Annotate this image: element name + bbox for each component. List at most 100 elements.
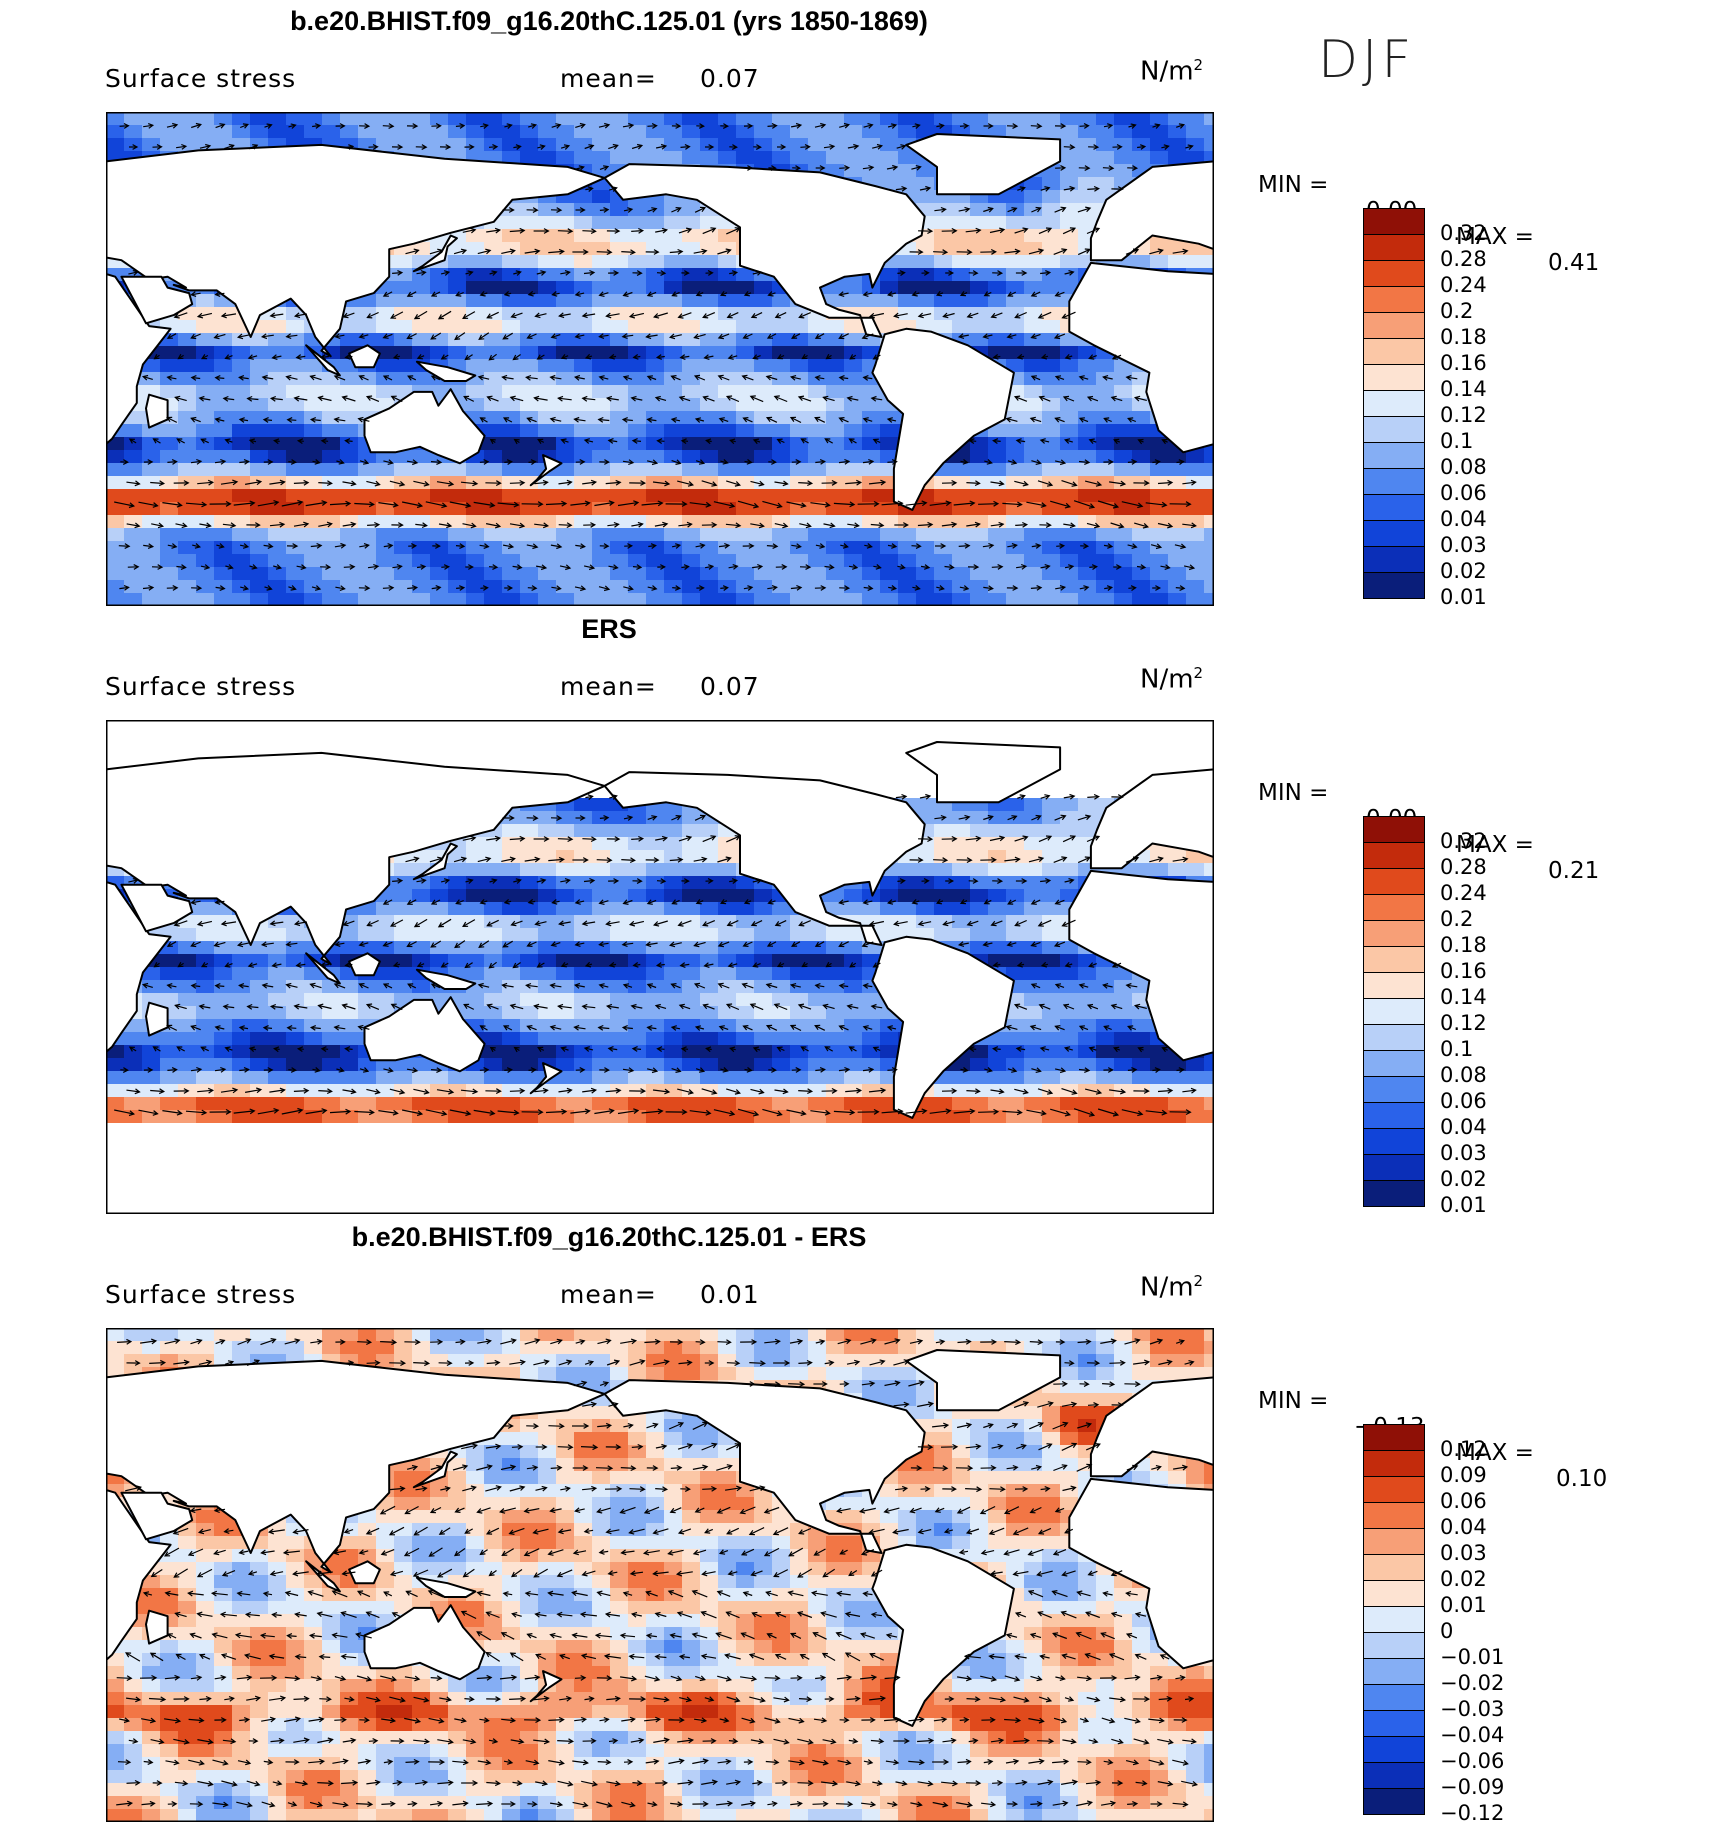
mean-label: mean= [560, 64, 657, 93]
panel-difference: b.e20.BHIST.f09_g16.20thC.125.01 - ERS S… [0, 1216, 1710, 1821]
colorbar-level-label: 0.32 [1440, 829, 1487, 853]
colorbar-level-label: −0.06 [1440, 1749, 1504, 1773]
colorbar-level-label: 0.01 [1440, 1193, 1487, 1217]
colorbar-swatch [1363, 1424, 1425, 1451]
colorbar-swatch [1363, 468, 1425, 495]
colorbar-level-label: 0.12 [1440, 403, 1487, 427]
colorbar-swatch [1363, 998, 1425, 1025]
mean-value: 0.07 [700, 64, 760, 93]
colorbar-swatch [1363, 1658, 1425, 1685]
colorbar-level-label: −0.02 [1440, 1671, 1504, 1695]
colorbar-swatch [1363, 338, 1425, 365]
colorbar-swatch [1363, 972, 1425, 999]
colorbar-swatch [1363, 842, 1425, 869]
mean-label: mean= [560, 672, 657, 701]
colorbar-swatch [1363, 1102, 1425, 1129]
map-plot [106, 720, 1214, 1214]
colorbar [1363, 816, 1425, 1206]
panel-title: b.e20.BHIST.f09_g16.20thC.125.01 - ERS [0, 1222, 1218, 1253]
min-label: MIN = [1258, 172, 1328, 198]
colorbar-level-label: −0.09 [1440, 1775, 1504, 1799]
colorbar-level-label: 0.18 [1440, 325, 1487, 349]
colorbar-swatch [1363, 1528, 1425, 1555]
colorbar-level-label: 0.04 [1440, 507, 1487, 531]
panel-observation: ERS Surface stress mean= 0.07 N/m2 MIN =… [0, 608, 1710, 1213]
panel-title: ERS [0, 614, 1218, 645]
colorbar-level-label: 0.24 [1440, 881, 1487, 905]
colorbar-swatch [1363, 1180, 1425, 1207]
min-label: MIN = [1258, 780, 1328, 806]
colorbar-swatch [1363, 416, 1425, 443]
colorbar-swatch [1363, 286, 1425, 313]
season-label: DJF [1318, 30, 1415, 90]
colorbar-swatch [1363, 234, 1425, 261]
colorbar-level-label: 0.03 [1440, 1141, 1487, 1165]
colorbar-swatch [1363, 920, 1425, 947]
colorbar-level-label: 0.01 [1440, 585, 1487, 609]
colorbar-level-label: 0.24 [1440, 273, 1487, 297]
mean-value: 0.01 [700, 1280, 760, 1309]
colorbar-level-label: 0.04 [1440, 1515, 1487, 1539]
colorbar-swatch [1363, 1684, 1425, 1711]
colorbar-level-label: 0.1 [1440, 429, 1473, 453]
colorbar-swatch [1363, 494, 1425, 521]
colorbar-level-label: 0.18 [1440, 933, 1487, 957]
mean-value: 0.07 [700, 672, 760, 701]
panel-model: b.e20.BHIST.f09_g16.20thC.125.01 (yrs 18… [0, 0, 1710, 605]
colorbar-level-label: 0.03 [1440, 533, 1487, 557]
colorbar-level-label: 0.02 [1440, 1167, 1487, 1191]
colorbar-swatch [1363, 520, 1425, 547]
max-value: 0.10 [1556, 1466, 1607, 1492]
colorbar-level-label: 0.12 [1440, 1011, 1487, 1035]
colorbar-swatch [1363, 1580, 1425, 1607]
colorbar-level-label: 0.2 [1440, 299, 1473, 323]
colorbar-swatch [1363, 894, 1425, 921]
colorbar-swatch [1363, 868, 1425, 895]
panel-title: b.e20.BHIST.f09_g16.20thC.125.01 (yrs 18… [0, 6, 1218, 37]
colorbar [1363, 208, 1425, 598]
min-label: MIN = [1258, 1388, 1328, 1414]
colorbar-swatch [1363, 1606, 1425, 1633]
colorbar-swatch [1363, 816, 1425, 843]
colorbar-level-label: −0.03 [1440, 1697, 1504, 1721]
colorbar-swatch [1363, 1762, 1425, 1789]
map-plot [106, 112, 1214, 606]
colorbar-level-label: 0.14 [1440, 377, 1487, 401]
colorbar-level-label: 0.16 [1440, 351, 1487, 375]
colorbar-swatch [1363, 1502, 1425, 1529]
colorbar-swatch [1363, 390, 1425, 417]
variable-label: Surface stress [105, 672, 296, 701]
colorbar-level-label: 0.02 [1440, 559, 1487, 583]
colorbar-level-label: 0.1 [1440, 1037, 1473, 1061]
colorbar-level-label: 0.28 [1440, 247, 1487, 271]
colorbar-level-label: 0.09 [1440, 1463, 1487, 1487]
colorbar-level-label: 0.2 [1440, 907, 1473, 931]
map-plot [106, 1328, 1214, 1822]
colorbar-swatch [1363, 1450, 1425, 1477]
max-value: 0.41 [1548, 250, 1599, 276]
colorbar-swatch [1363, 1076, 1425, 1103]
colorbar-level-label: 0.01 [1440, 1593, 1487, 1617]
variable-label: Surface stress [105, 64, 296, 93]
colorbar-level-label: 0.08 [1440, 455, 1487, 479]
colorbar-swatch [1363, 1476, 1425, 1503]
units-label: N/m2 [1140, 56, 1203, 87]
colorbar-level-label: 0.06 [1440, 481, 1487, 505]
colorbar-swatch [1363, 1154, 1425, 1181]
min-max-readout: MIN = 0.00 MAX = 0.21 [1258, 754, 1287, 910]
colorbar-swatch [1363, 1050, 1425, 1077]
units-label: N/m2 [1140, 664, 1203, 695]
colorbar-level-label: 0.14 [1440, 985, 1487, 1009]
colorbar-swatch [1363, 1128, 1425, 1155]
variable-label: Surface stress [105, 1280, 296, 1309]
colorbar-level-label: 0.06 [1440, 1489, 1487, 1513]
colorbar-swatch [1363, 1788, 1425, 1815]
colorbar-swatch [1363, 260, 1425, 287]
colorbar-swatch [1363, 312, 1425, 339]
colorbar-level-label: 0.32 [1440, 221, 1487, 245]
units-label: N/m2 [1140, 1272, 1203, 1303]
min-max-readout: MIN = 0.00 MAX = 0.41 [1258, 146, 1287, 302]
colorbar-swatch [1363, 1024, 1425, 1051]
colorbar-swatch [1363, 946, 1425, 973]
colorbar-swatch [1363, 572, 1425, 599]
